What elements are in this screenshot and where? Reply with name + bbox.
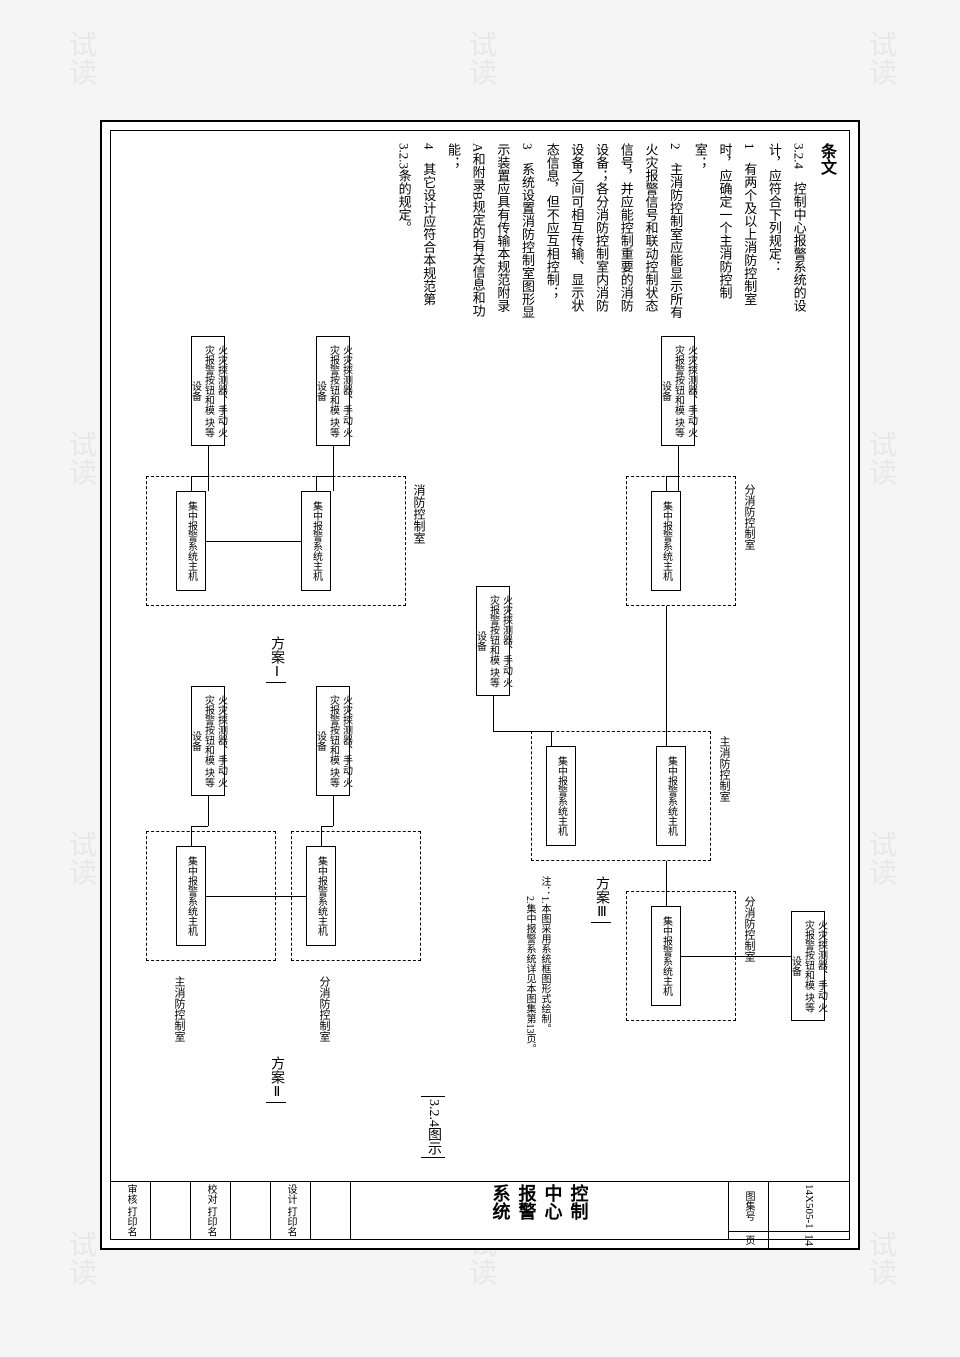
- watermark: 试读: [860, 430, 900, 486]
- detector-box: 火灾探测器、手动 火灾报警按钮和模 块等设备: [316, 336, 350, 446]
- detector-box: 火灾探测器、手动 火灾报警按钮和模 块等设备: [191, 336, 225, 446]
- scheme1-label: 方案Ⅰ: [266, 636, 286, 683]
- diagram-area: 火灾探测器、手动 火灾报警按钮和模 块等设备 火灾探测器、手动 火灾报警按钮和模…: [111, 336, 849, 1179]
- central-host-box: 集中报警系统主机: [306, 846, 336, 946]
- clause-item-3: 3 系统设置消防控制室图形显示装置应具有传输本规范附录A和附录B规定的有关信息和…: [446, 143, 535, 319]
- connector-line: [208, 796, 209, 826]
- clause-item-1: 1 有两个及以上消防控制室时，应确定一个主消防控制室；: [693, 143, 757, 306]
- sub-fire-room-label: 分消防控制室: [741, 484, 757, 550]
- central-host-box: 集中报警系统主机: [651, 906, 681, 1006]
- note-1: 注：1.本图采用系统框图形式绘制。: [536, 876, 552, 1034]
- watermark: 试读: [860, 30, 900, 86]
- connector-line: [666, 476, 667, 491]
- article-heading: 条文: [818, 143, 835, 175]
- article-text: 条文 3.2.4 控制中心报警系统的设计，应符合下列规定： 1 有两个及以上消防…: [111, 131, 849, 331]
- connector-line: [191, 476, 192, 491]
- connector-line: [321, 826, 333, 827]
- tb-check: 校对 打印名: [191, 1182, 231, 1239]
- detector-box: 火灾探测器、手动 火灾报警按钮和模 块等设备: [476, 586, 510, 696]
- watermark: 试读: [60, 830, 100, 886]
- connector-line: [678, 446, 679, 476]
- figure-label: 3.2.4图示: [421, 1096, 445, 1158]
- connector-line: [316, 476, 333, 477]
- watermark: 试读: [60, 1230, 100, 1286]
- connector-line: [493, 731, 551, 732]
- connector-line: [191, 826, 208, 827]
- watermark: 试读: [860, 830, 900, 886]
- connector-line: [678, 476, 679, 491]
- tb-page-label: 页: [729, 1232, 769, 1248]
- central-host-box: 集中报警系统主机: [176, 846, 206, 946]
- connector-line: [206, 541, 301, 542]
- connector-line: [666, 476, 678, 477]
- tb-page-no: 14: [769, 1232, 849, 1248]
- scheme3-sub-room-1: [626, 476, 736, 606]
- connector-line: [206, 896, 306, 897]
- fire-room-label: 消防控制室: [411, 484, 428, 544]
- central-host-box: 集中报警系统主机: [656, 746, 686, 846]
- watermark: 试读: [460, 30, 500, 86]
- connector-line: [191, 476, 208, 477]
- sub-fire-room-label: 分消防控制室: [741, 896, 757, 962]
- central-host-box: 集中报警系统主机: [651, 491, 681, 591]
- connector-line: [208, 476, 209, 491]
- connector-line: [666, 606, 667, 746]
- detector-box: 火灾探测器、手动 火灾报警按钮和模 块等设备: [191, 686, 225, 796]
- central-host-box: 集中报警系统主机: [546, 746, 576, 846]
- tb-audit: 审核 打印名: [111, 1182, 151, 1239]
- connector-line: [333, 446, 334, 476]
- connector-line: [681, 956, 791, 957]
- connector-line: [493, 696, 494, 731]
- tb-atlas-label: 图集号: [729, 1182, 769, 1231]
- main-fire-room-label: 主消防控制室: [171, 976, 187, 1042]
- connector-line: [191, 826, 192, 846]
- connector-line: [666, 861, 667, 906]
- clause-item-2: 2 主消防控制室应能显示所有火灾报警信号和联动控制状态信号，并应能控制重要的消防…: [545, 143, 683, 319]
- note-2: 2.集中报警系统详见本图集第13页。: [521, 876, 537, 1054]
- tb-design: 设计 打印名: [271, 1182, 311, 1239]
- detector-box: 火灾探测器、手动 火灾报警按钮和模 块等设备: [791, 911, 825, 1021]
- connector-line: [333, 796, 334, 826]
- connector-line: [208, 446, 209, 476]
- central-host-box: 集中报警系统主机: [176, 491, 206, 591]
- drawing-title: 控制中心报警系统: [351, 1182, 729, 1239]
- connector-line: [333, 476, 334, 491]
- central-host-box: 集中报警系统主机: [301, 491, 331, 591]
- tb-atlas-no: 14X505-1: [769, 1182, 849, 1231]
- detector-box: 火灾探测器、手动 火灾报警按钮和模 块等设备: [316, 686, 350, 796]
- detector-box: 火灾探测器、手动 火灾报警按钮和模 块等设备: [661, 336, 695, 446]
- clause-text: 控制中心报警系统的设计，应符合下列规定：: [767, 143, 807, 312]
- connector-line: [551, 731, 552, 746]
- scheme3-label: 方案Ⅲ: [591, 876, 611, 923]
- main-fire-room-label: 主消防控制室: [716, 736, 732, 802]
- watermark: 试读: [60, 30, 100, 86]
- watermark: 试读: [860, 1230, 900, 1286]
- clause-number: 3.2.4: [792, 143, 807, 169]
- connector-line: [316, 476, 317, 491]
- drawing-frame: 条文 3.2.4 控制中心报警系统的设计，应符合下列规定： 1 有两个及以上消防…: [100, 120, 860, 1250]
- connector-line: [321, 826, 322, 846]
- scheme2-label: 方案Ⅱ: [266, 1056, 286, 1103]
- title-block: 审核 打印名 校对 打印名 设计 打印名 控制中心报警系统 图集号 14X505…: [111, 1181, 849, 1239]
- clause-item-4: 4 其它设计应符合本规范第3.2.3条的规定。: [397, 143, 437, 306]
- watermark: 试读: [60, 430, 100, 486]
- sub-fire-room-label: 分消防控制室: [316, 976, 332, 1042]
